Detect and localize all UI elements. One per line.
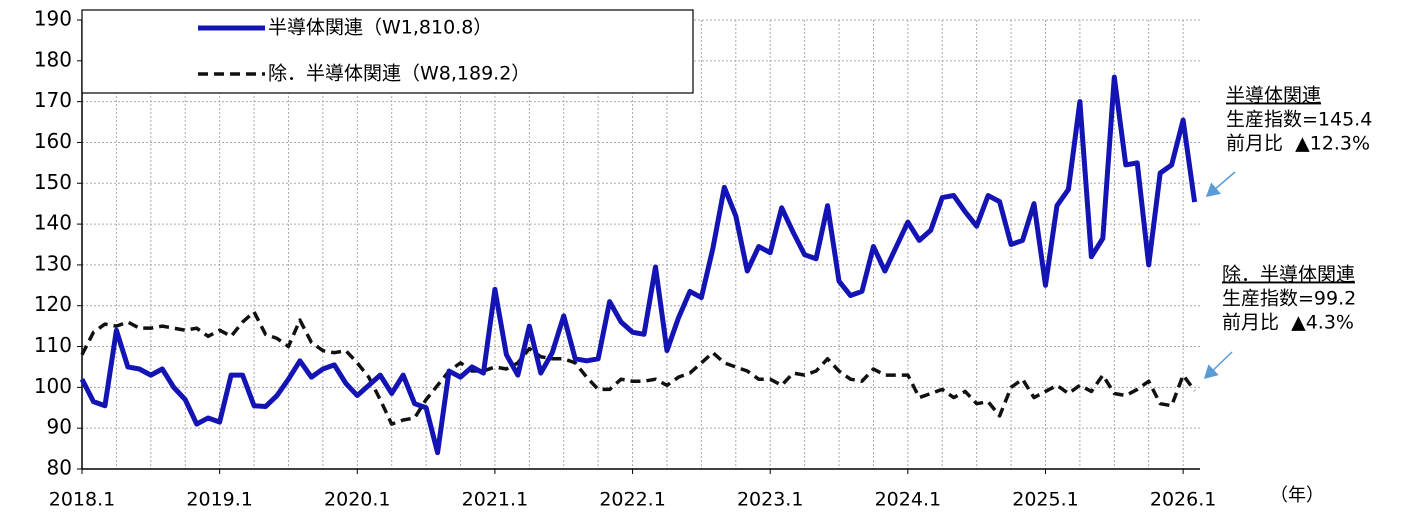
- annotation-text: 生産指数=145.4: [1226, 109, 1372, 131]
- y-tick-label: 170: [34, 88, 72, 112]
- annotation-text: 半導体関連: [1226, 85, 1321, 107]
- x-tick-label: 2025.1: [1012, 489, 1078, 511]
- x-tick-label: 2020.1: [324, 489, 390, 511]
- x-unit: （年）: [1270, 485, 1324, 506]
- x-tick-label: 2019.1: [186, 489, 252, 511]
- y-tick-label: 80: [47, 456, 72, 480]
- x-tick-label: 2023.1: [737, 489, 803, 511]
- y-tick-label: 100: [34, 374, 72, 398]
- y-tick-label: 190: [34, 7, 72, 31]
- series-line: [80, 310, 1196, 426]
- annotation-arrow: [1205, 171, 1236, 197]
- y-tick-label: 110: [34, 333, 72, 357]
- y-tick-label: 90: [47, 415, 72, 439]
- y-tick-label: 160: [34, 129, 72, 153]
- x-tick-label: 2022.1: [599, 489, 665, 511]
- x-tick-label: 2026.1: [1150, 489, 1216, 511]
- annotation-arrow: [1203, 351, 1233, 380]
- x-tick-label: 2024.1: [875, 489, 941, 511]
- y-tick-label: 150: [34, 170, 72, 194]
- legend-box: [81, 9, 694, 94]
- legend-label: 半導体関連（W1,810.8）: [268, 17, 492, 39]
- annotation-text: 前月比 ▲12.3%: [1226, 133, 1370, 155]
- y-tick-label: 130: [34, 251, 72, 275]
- y-tick-label: 120: [34, 292, 72, 316]
- x-tick-label: 2018.1: [49, 489, 115, 511]
- legend-label: 除．半導体関連（W8,189.2）: [268, 63, 530, 85]
- annotation-text: 除．半導体関連: [1222, 264, 1355, 286]
- series-line: [79, 74, 1198, 456]
- y-tick-label: 180: [34, 47, 72, 71]
- y-tick-label: 140: [34, 211, 72, 235]
- annotation-text: 生産指数=99.2: [1222, 288, 1356, 310]
- annotation-text: 前月比 ▲4.3%: [1222, 312, 1354, 334]
- x-tick-label: 2021.1: [462, 489, 528, 511]
